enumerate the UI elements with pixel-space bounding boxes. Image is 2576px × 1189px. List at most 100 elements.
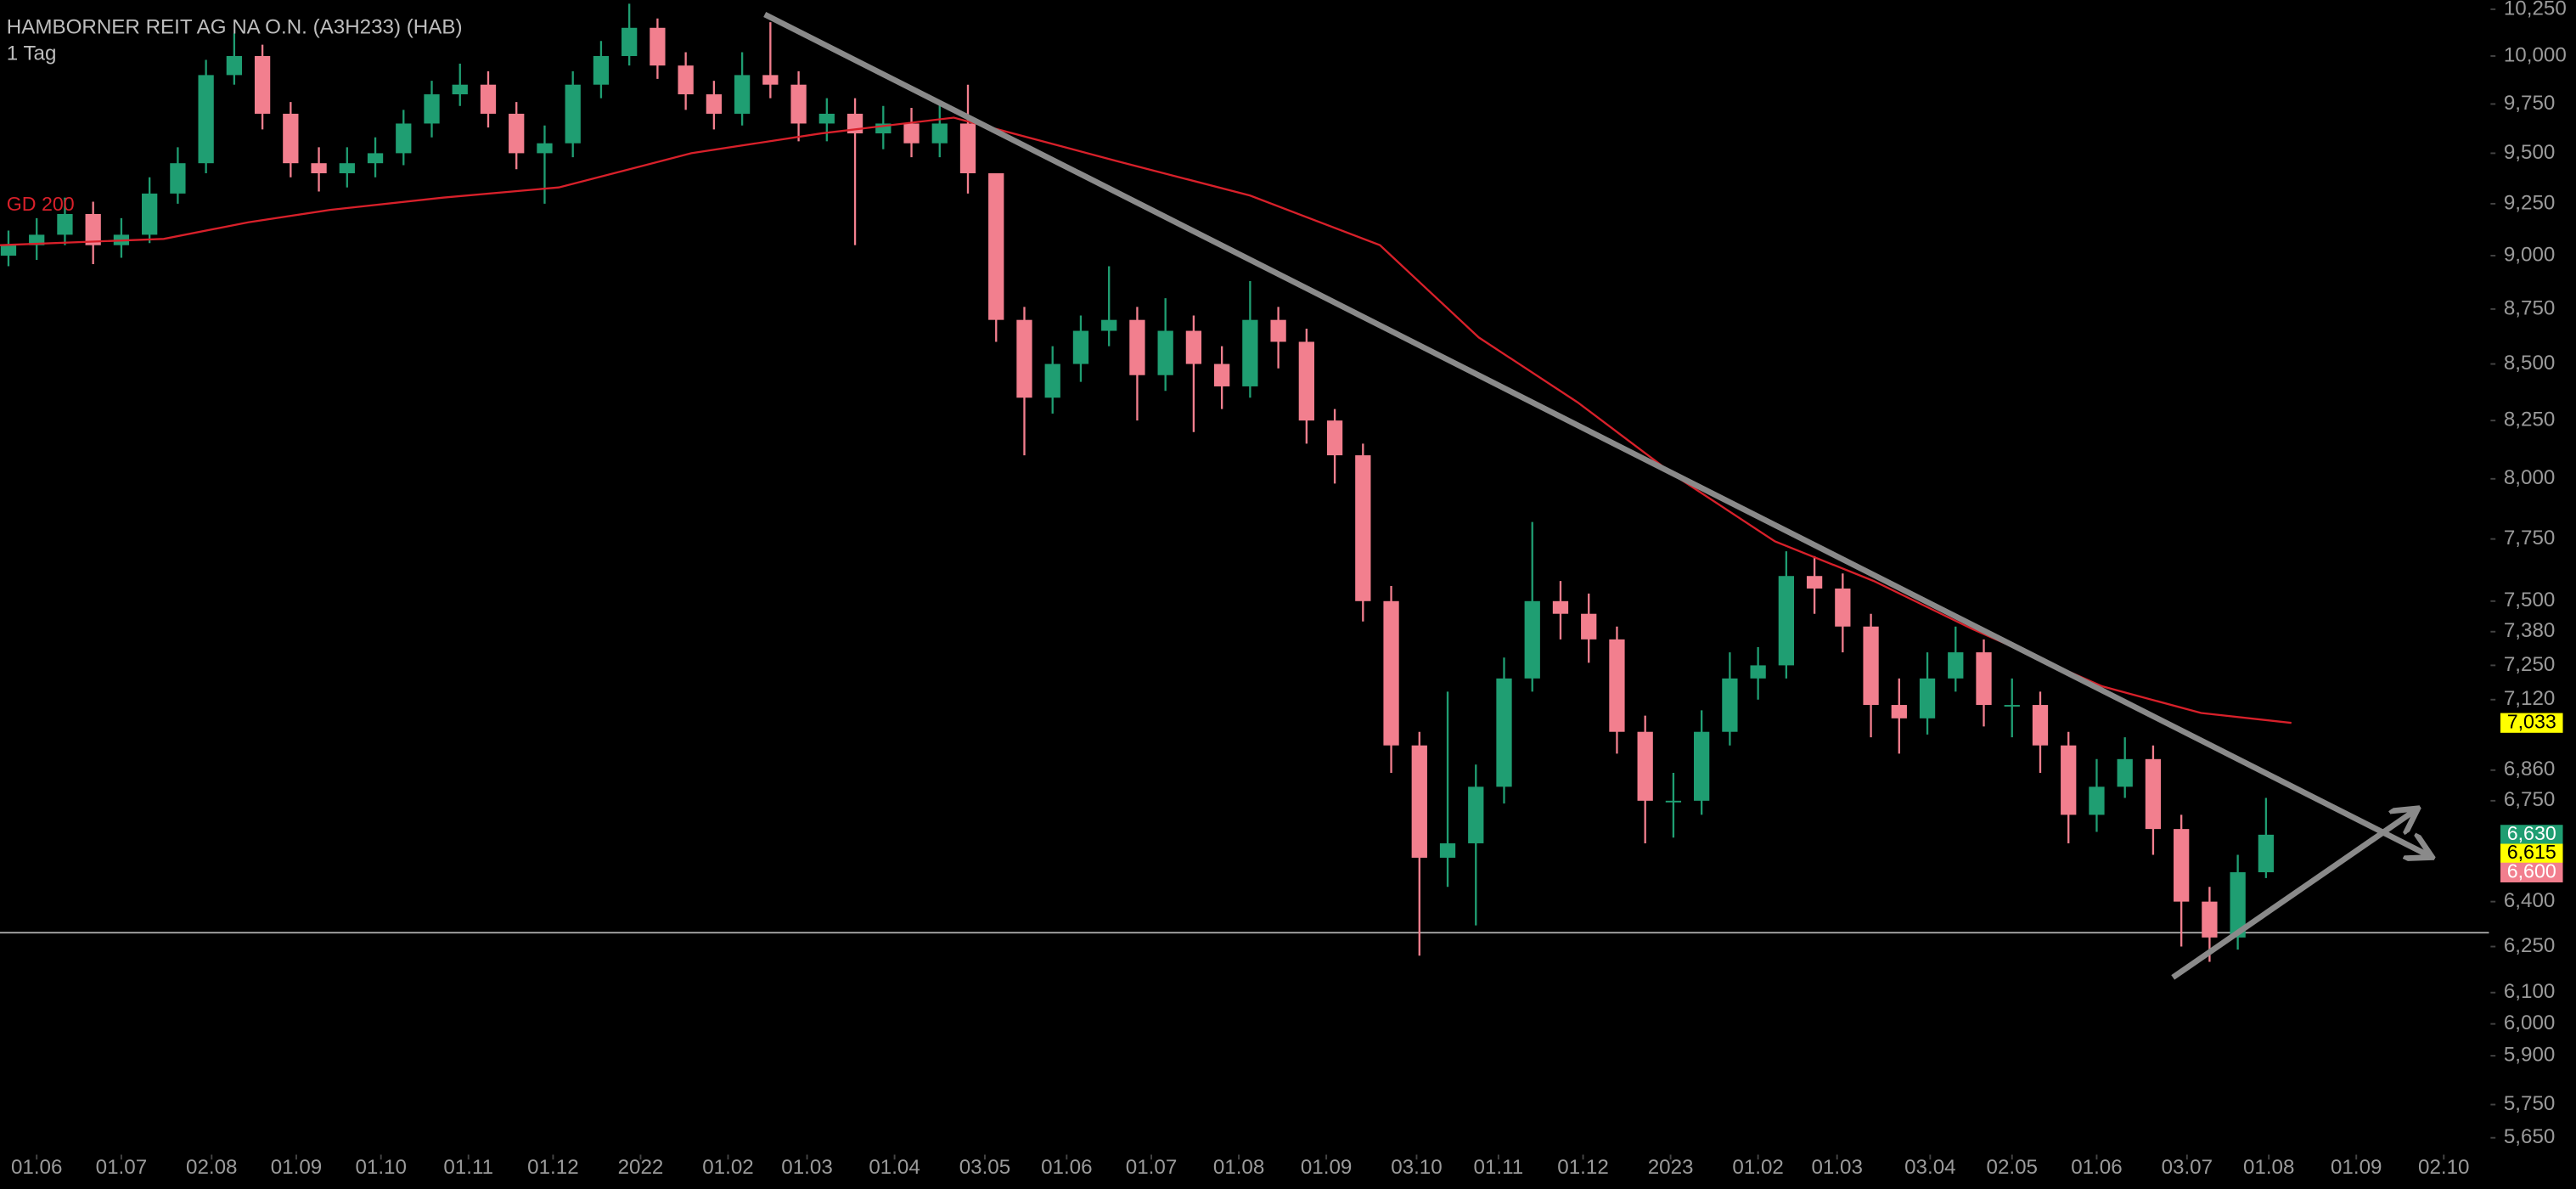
x-tick-label: 01.09 [271, 1156, 323, 1179]
candle-body [254, 55, 271, 114]
y-tick-label: 8,000 [2504, 466, 2556, 489]
y-tick-label: 6,750 [2504, 788, 2556, 811]
candle-body [1383, 600, 1399, 746]
candle-body [1242, 319, 1258, 386]
candle-body [367, 153, 384, 164]
candle-body [311, 163, 327, 174]
candle-body [875, 123, 891, 134]
x-tick-label: 01.04 [869, 1156, 920, 1179]
candle-body [1044, 363, 1060, 398]
ma-label: GD 200 [7, 193, 75, 215]
y-tick-label: 7,250 [2504, 653, 2556, 676]
x-tick-label: 02.05 [1987, 1156, 2038, 1179]
candle-body [509, 113, 525, 154]
x-tick-label: 03.07 [2162, 1156, 2213, 1179]
price-badge-label: 6,600 [2507, 859, 2556, 882]
chart-subtitle: 1 Tag [7, 42, 57, 65]
y-tick-label: 7,380 [2504, 619, 2556, 642]
x-tick-label: 01.06 [1041, 1156, 1093, 1179]
y-tick-label: 5,750 [2504, 1092, 2556, 1115]
candle-body [1185, 330, 1202, 364]
candle-body [1270, 319, 1286, 342]
x-tick-label: 01.08 [2243, 1156, 2295, 1179]
candle-body [452, 84, 468, 95]
x-tick-label: 01.07 [1126, 1156, 1178, 1179]
y-tick-label: 8,250 [2504, 409, 2556, 431]
candle-body [2202, 901, 2218, 938]
candle-body [0, 245, 17, 256]
candle-body [2004, 705, 2020, 707]
price-badge [2500, 862, 2563, 882]
candle-body [1665, 800, 1682, 803]
price-badge-label: 6,630 [2507, 822, 2556, 844]
x-tick-label: 01.11 [1473, 1156, 1523, 1179]
y-tick-label: 7,750 [2504, 527, 2556, 549]
y-tick-label: 6,000 [2504, 1011, 2556, 1034]
x-tick-label: 02.08 [186, 1156, 237, 1179]
candle-body [1863, 626, 1879, 706]
candle-body [762, 75, 779, 85]
x-tick-label: 01.02 [1732, 1156, 1783, 1179]
y-tick-label: 5,900 [2504, 1043, 2556, 1066]
candle-body [959, 123, 976, 174]
x-tick-label: 01.03 [1811, 1156, 1863, 1179]
candle-body [1806, 576, 1823, 589]
y-tick-label: 10,250 [2504, 0, 2567, 20]
x-tick-label: 01.11 [443, 1156, 493, 1179]
candle-body [1581, 613, 1597, 640]
candle-body [1157, 330, 1173, 375]
candle-body [1355, 455, 1371, 601]
price-badge [2500, 825, 2563, 845]
x-tick-label: 01.12 [527, 1156, 579, 1179]
x-tick-label: 01.12 [1557, 1156, 1609, 1179]
candle-body [565, 84, 581, 144]
y-tick-label: 5,650 [2504, 1125, 2556, 1148]
y-tick-label: 8,750 [2504, 296, 2556, 319]
price-badge [2500, 843, 2563, 864]
candle-body [2117, 758, 2133, 787]
candle-body [1213, 363, 1230, 386]
y-tick-label: 9,750 [2504, 92, 2556, 115]
candle-body [226, 55, 243, 76]
candle-body [2174, 829, 2190, 902]
candle-body [678, 65, 694, 95]
candle-body [57, 213, 73, 235]
candle-body [1609, 639, 1625, 732]
candle-body [650, 27, 666, 66]
candle-body [2230, 872, 2246, 938]
candle-body [706, 94, 723, 114]
y-tick-label: 6,400 [2504, 889, 2556, 912]
candle-body [1016, 319, 1032, 398]
candle-body [1750, 665, 1766, 679]
x-tick-label: 03.05 [959, 1156, 1011, 1179]
candle-body [283, 113, 299, 164]
x-tick-label: 03.04 [1904, 1156, 1956, 1179]
y-tick-label: 9,500 [2504, 141, 2556, 164]
candle-body [537, 143, 553, 154]
candle-body [85, 213, 101, 245]
chart-title: HAMBORNER REIT AG NA O.N. (A3H233) (HAB) [7, 15, 463, 38]
candle-body [1722, 678, 1738, 732]
candle-body [818, 113, 835, 124]
candle-body [339, 163, 355, 174]
candle-body [1891, 705, 1907, 718]
candle-body [2258, 834, 2275, 873]
candle-body [1468, 786, 1484, 843]
y-tick-label: 6,100 [2504, 980, 2556, 1003]
candle-body [480, 84, 497, 114]
candle-body [1411, 745, 1427, 858]
y-tick-label: 6,860 [2504, 758, 2556, 780]
candle-body [931, 123, 948, 144]
y-tick-label: 7,500 [2504, 589, 2556, 611]
candle-body [170, 163, 186, 194]
y-tick-label: 8,500 [2504, 352, 2556, 375]
candle-body [142, 193, 158, 235]
candle-body [734, 75, 751, 114]
y-tick-label: 7,120 [2504, 687, 2556, 710]
candle-body [1326, 420, 1343, 456]
trend-line [763, 11, 2430, 856]
candle-body [622, 27, 638, 56]
candle-body [988, 173, 1004, 320]
y-tick-label: 10,000 [2504, 43, 2567, 66]
